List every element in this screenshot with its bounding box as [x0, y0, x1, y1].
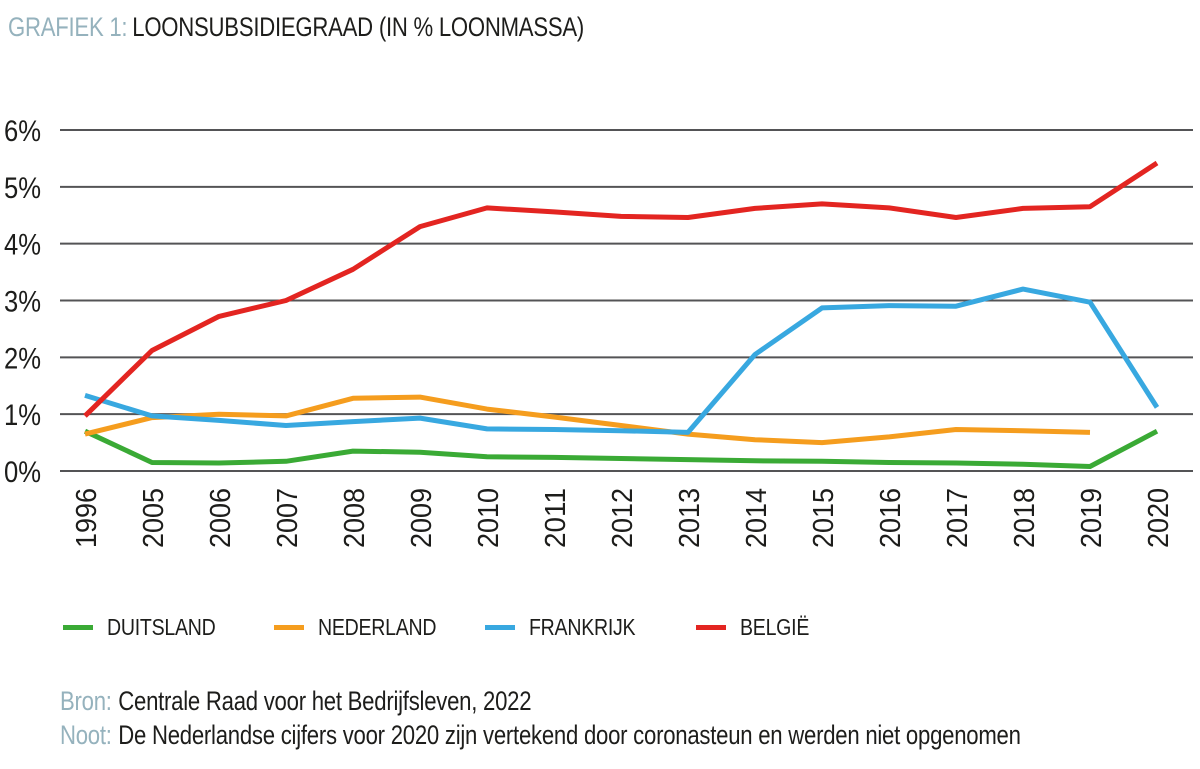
- legend-label: NEDERLAND: [318, 613, 437, 640]
- legend-item-frankrijk: FRANKRIJK: [485, 608, 654, 646]
- x-axis-tick-label: 2011: [540, 488, 572, 548]
- y-axis-tick-label: 6%: [4, 115, 41, 148]
- series-line-duitsland: [83, 428, 1159, 469]
- y-axis-tick-label: 2%: [4, 342, 41, 375]
- legend-label: BELGIË: [740, 613, 810, 640]
- x-axis-tick-label: 2014: [741, 488, 773, 548]
- note-label: Noot:: [60, 720, 112, 750]
- chart-title: GRAFIEK 1: LOONSUBSIDIEGRAAD (IN % LOONMA…: [8, 12, 585, 43]
- x-axis-tick-label: 2010: [473, 488, 505, 548]
- x-axis-tick-label: 2017: [942, 488, 974, 548]
- chart-legend: DUITSLAND NEDERLAND FRANKRIJK BELGIË: [63, 608, 1163, 648]
- y-axis-tick-label: 3%: [4, 286, 41, 319]
- legend-swatch-icon: [696, 624, 726, 630]
- series-line-belgië: [83, 160, 1159, 418]
- x-axis-tick-label: 2005: [138, 488, 170, 548]
- x-axis-tick-label: 2006: [205, 488, 237, 548]
- x-axis-tick-label: 2018: [1009, 488, 1041, 548]
- chart-footer: Bron: Centrale Raad voor het Bedrijfsleve…: [60, 684, 1021, 752]
- legend-swatch-icon: [485, 624, 515, 630]
- note-line: Noot: De Nederlandse cijfers voor 2020 zi…: [60, 718, 1021, 752]
- legend-swatch-icon: [63, 624, 93, 630]
- x-axis-tick-label: 2020: [1143, 488, 1175, 548]
- y-axis-tick-label: 0%: [4, 456, 41, 489]
- y-axis-tick-label: 4%: [4, 229, 41, 262]
- x-axis-tick-label: 2013: [674, 488, 706, 548]
- legend-item-duitsland: DUITSLAND: [63, 608, 235, 646]
- x-axis-tick-label: 2012: [607, 488, 639, 548]
- source-label: Bron:: [60, 686, 112, 716]
- legend-label: DUITSLAND: [107, 613, 216, 640]
- x-axis-tick-label: 2019: [1076, 488, 1108, 548]
- x-axis-tick-label: 2016: [875, 488, 907, 548]
- source-text: Centrale Raad voor het Bedrijfsleven, 20…: [118, 686, 532, 716]
- x-axis-tick-label: 2007: [272, 488, 304, 548]
- legend-item-belgië: BELGIË: [696, 608, 821, 646]
- legend-label: FRANKRIJK: [529, 613, 636, 640]
- x-axis-tick-label: 1996: [71, 488, 103, 548]
- legend-item-nederland: NEDERLAND: [274, 608, 457, 646]
- source-line: Bron: Centrale Raad voor het Bedrijfsleve…: [60, 684, 1021, 718]
- legend-swatch-icon: [274, 624, 304, 630]
- series-line-frankrijk: [84, 286, 1160, 435]
- chart-title-text: LOONSUBSIDIEGRAAD (IN % LOONMASSA): [132, 12, 585, 42]
- x-axis-tick-label: 2008: [339, 488, 371, 548]
- x-axis-tick-label: 2015: [808, 488, 840, 548]
- y-axis-tick-label: 5%: [4, 172, 41, 205]
- y-axis-tick-label: 1%: [4, 399, 41, 432]
- note-text: De Nederlandse cijfers voor 2020 zijn ve…: [118, 720, 1021, 750]
- series-line-nederland: [84, 394, 1091, 446]
- line-chart: 0% 1% 2% 3% 4% 5% 6% 1996 2005 2006 2007 2008 2009 20…: [4, 115, 1193, 548]
- x-axis-tick-label: 2009: [406, 488, 438, 548]
- chart-title-label: GRAFIEK 1:: [8, 12, 128, 42]
